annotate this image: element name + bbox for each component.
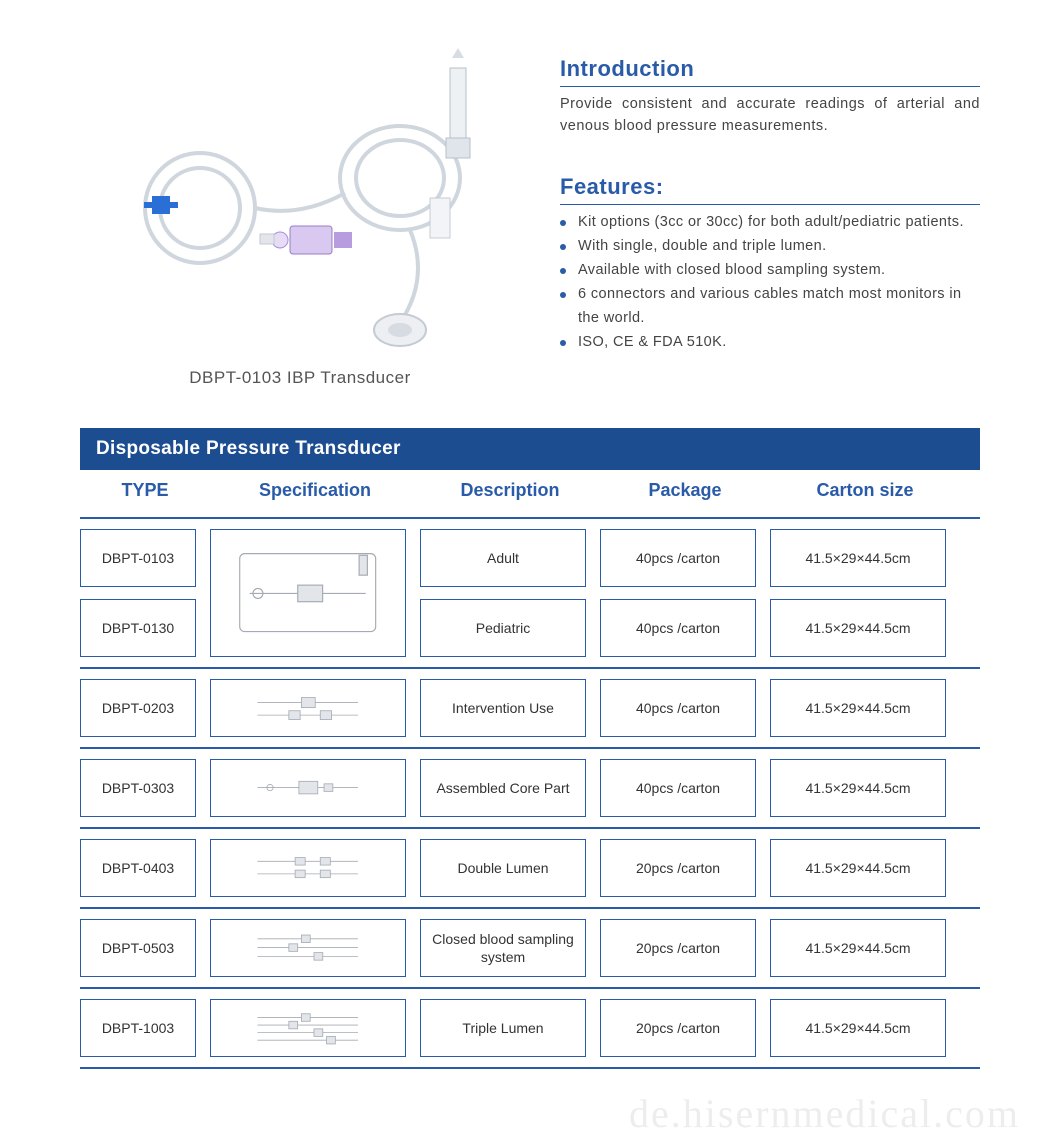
cell-pkg: 20pcs /carton <box>600 919 756 977</box>
ruler <box>80 1067 980 1069</box>
intro-heading: Introduction <box>560 56 980 87</box>
cell-type: DBPT-1003 <box>80 999 196 1057</box>
feature-item: With single, double and triple lumen. <box>560 235 980 259</box>
cell-size: 41.5×29×44.5cm <box>770 999 946 1057</box>
diagram-icon <box>224 930 391 965</box>
cell-desc: Closed blood sampling system <box>420 919 586 977</box>
cell-size: 41.5×29×44.5cm <box>770 679 946 737</box>
cell-size: 41.5×29×44.5cm <box>770 529 946 587</box>
table-headers: TYPE Specification Description Package C… <box>80 470 980 517</box>
feature-item: Kit options (3cc or 30cc) for both adult… <box>560 211 980 235</box>
cell-type: DBPT-0103 <box>80 529 196 587</box>
intro-text: Provide consistent and accurate readings… <box>560 93 980 138</box>
diagram-icon <box>224 1010 391 1045</box>
ruler <box>80 667 980 669</box>
product-column: DBPT-0103 IBP Transducer <box>80 48 520 388</box>
diagram-icon <box>224 547 391 638</box>
table-body: DBPT-0103 DBPT-0130 Adult Pedi <box>80 517 980 1069</box>
diagram-icon <box>224 770 391 805</box>
product-caption: DBPT-0103 IBP Transducer <box>189 368 410 388</box>
features-list: Kit options (3cc or 30cc) for both adult… <box>560 211 980 355</box>
table-row: DBPT-0203 Intervention Use40pcs /carton41… <box>80 679 980 737</box>
cell-desc: Assembled Core Part <box>420 759 586 817</box>
cell-pkg: 40pcs /carton <box>600 679 756 737</box>
table-row: DBPT-0303 Assembled Core Part40pcs /carto… <box>80 759 980 817</box>
cell-type: DBPT-0503 <box>80 919 196 977</box>
cell-spec <box>210 919 406 977</box>
ruler <box>80 987 980 989</box>
features-heading: Features: <box>560 174 980 205</box>
table-row-merged: DBPT-0103 DBPT-0130 Adult Pedi <box>80 529 980 657</box>
table-row: DBPT-0403 Double Lumen20pcs /carton41.5×2… <box>80 839 980 897</box>
cell-desc: Triple Lumen <box>420 999 586 1057</box>
cell-desc: Intervention Use <box>420 679 586 737</box>
ruler <box>80 827 980 829</box>
ruler <box>80 517 980 519</box>
text-column: Introduction Provide consistent and accu… <box>560 48 980 388</box>
cell-type: DBPT-0130 <box>80 599 196 657</box>
table-section: Disposable Pressure Transducer TYPE Spec… <box>0 428 1060 1119</box>
cell-pkg: 20pcs /carton <box>600 999 756 1057</box>
cell-pkg: 20pcs /carton <box>600 839 756 897</box>
th-size: Carton size <box>770 480 960 501</box>
cell-size: 41.5×29×44.5cm <box>770 919 946 977</box>
cell-spec <box>210 759 406 817</box>
cell-spec <box>210 529 406 657</box>
cell-desc: Double Lumen <box>420 839 586 897</box>
ruler <box>80 907 980 909</box>
cell-pkg: 40pcs /carton <box>600 759 756 817</box>
cell-type: DBPT-0403 <box>80 839 196 897</box>
th-desc: Description <box>420 480 600 501</box>
cell-pkg: 40pcs /carton <box>600 599 756 657</box>
table-title: Disposable Pressure Transducer <box>80 428 980 470</box>
cell-spec <box>210 679 406 737</box>
ruler <box>80 747 980 749</box>
th-pkg: Package <box>600 480 770 501</box>
cell-spec <box>210 839 406 897</box>
cell-pkg: 40pcs /carton <box>600 529 756 587</box>
cell-size: 41.5×29×44.5cm <box>770 759 946 817</box>
th-type: TYPE <box>80 480 210 501</box>
cell-desc: Pediatric <box>420 599 586 657</box>
diagram-icon <box>224 690 391 725</box>
cell-spec <box>210 999 406 1057</box>
cell-size: 41.5×29×44.5cm <box>770 839 946 897</box>
diagram-icon <box>224 850 391 885</box>
cell-desc: Adult <box>420 529 586 587</box>
cell-size: 41.5×29×44.5cm <box>770 599 946 657</box>
product-image <box>100 48 500 358</box>
top-section: DBPT-0103 IBP Transducer Introduction Pr… <box>0 0 1060 428</box>
feature-item: Available with closed blood sampling sys… <box>560 259 980 283</box>
th-spec: Specification <box>210 480 420 501</box>
feature-item: 6 connectors and various cables match mo… <box>560 283 980 331</box>
feature-item: ISO, CE & FDA 510K. <box>560 331 980 355</box>
cell-type: DBPT-0203 <box>80 679 196 737</box>
cell-type: DBPT-0303 <box>80 759 196 817</box>
table-row: DBPT-0503 Closed blood sampling system20p… <box>80 919 980 977</box>
table-row: DBPT-1003 Triple Lumen20pcs /carton41.5×2… <box>80 999 980 1057</box>
